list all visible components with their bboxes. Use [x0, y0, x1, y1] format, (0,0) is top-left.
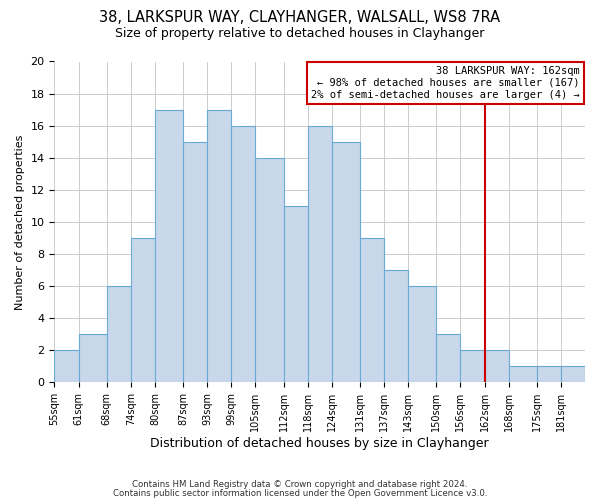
Bar [155, 110, 183, 382]
Text: Contains public sector information licensed under the Open Government Licence v3: Contains public sector information licen… [113, 489, 487, 498]
Bar [284, 206, 308, 382]
Bar [231, 126, 256, 382]
Bar [436, 334, 460, 382]
Y-axis label: Number of detached properties: Number of detached properties [15, 134, 25, 310]
Text: Contains HM Land Registry data © Crown copyright and database right 2024.: Contains HM Land Registry data © Crown c… [132, 480, 468, 489]
Bar [561, 366, 585, 382]
Text: Size of property relative to detached houses in Clayhanger: Size of property relative to detached ho… [115, 28, 485, 40]
Bar [537, 366, 561, 382]
Bar [183, 142, 207, 382]
Bar [256, 158, 284, 382]
Bar [408, 286, 436, 382]
Bar [485, 350, 509, 382]
Bar [332, 142, 360, 382]
Bar [384, 270, 408, 382]
Bar [79, 334, 107, 382]
Bar [308, 126, 332, 382]
Bar [360, 238, 384, 382]
Bar [207, 110, 231, 382]
Bar [131, 238, 155, 382]
Bar [460, 350, 485, 382]
Bar [55, 350, 79, 382]
Bar [107, 286, 131, 382]
X-axis label: Distribution of detached houses by size in Clayhanger: Distribution of detached houses by size … [151, 437, 489, 450]
Bar [509, 366, 537, 382]
Text: 38 LARKSPUR WAY: 162sqm
← 98% of detached houses are smaller (167)
2% of semi-de: 38 LARKSPUR WAY: 162sqm ← 98% of detache… [311, 66, 580, 100]
Text: 38, LARKSPUR WAY, CLAYHANGER, WALSALL, WS8 7RA: 38, LARKSPUR WAY, CLAYHANGER, WALSALL, W… [100, 10, 500, 25]
